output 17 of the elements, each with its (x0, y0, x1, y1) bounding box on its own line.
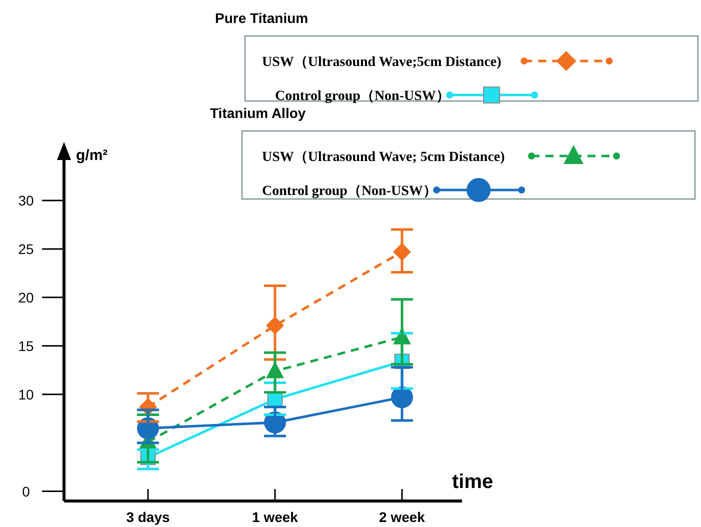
y-tick-label: 0 (22, 483, 30, 500)
legend-label: Control group（Non-USW） (262, 184, 437, 199)
legend-title: Pure Titanium (215, 10, 308, 26)
x-axis-title: time (452, 471, 494, 493)
y-tick-label: 30 (18, 192, 34, 208)
x-tick-label: 2 week (379, 509, 426, 525)
legend-label: Control group（Non-USW） (275, 89, 450, 104)
y-tick-label: 25 (18, 240, 34, 257)
y-tick-label: 10 (18, 386, 34, 402)
y-tick-label: 20 (18, 289, 34, 306)
text: Titanium Alloy (210, 105, 306, 121)
legend-label: USW（Ultrasound Wave;5cm Distance) (262, 55, 502, 70)
y-tick-label: 15 (18, 338, 34, 354)
x-tick-label: 3 days (126, 509, 170, 525)
y-axis-title: g/m² (76, 147, 108, 164)
x-tick-label: 1 week (252, 509, 298, 525)
legend-label: USW（Ultrasound Wave; 5cm Distance) (262, 150, 506, 165)
